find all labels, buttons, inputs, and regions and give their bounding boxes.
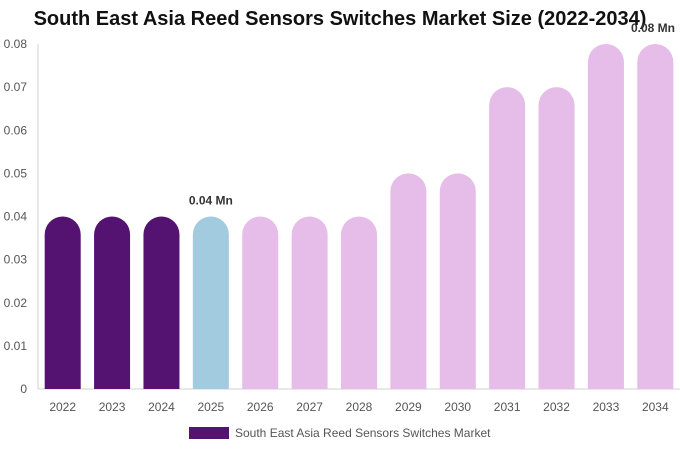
legend-label: South East Asia Reed Sensors Switches Ma… <box>235 426 491 440</box>
x-tick-label: 2028 <box>346 400 373 414</box>
y-tick-label: 0.04 <box>4 210 28 224</box>
y-tick-label: 0.08 <box>4 37 28 51</box>
y-tick-label: 0.01 <box>4 339 28 353</box>
bar-2031[interactable] <box>489 87 526 389</box>
x-tick-label: 2027 <box>296 400 323 414</box>
x-tick-label: 2033 <box>593 400 620 414</box>
x-tick-label: 2023 <box>99 400 126 414</box>
legend-swatch <box>189 427 229 439</box>
bar-2030[interactable] <box>439 173 476 389</box>
y-tick-label: 0.06 <box>4 123 28 137</box>
bar-2026[interactable] <box>242 216 279 390</box>
bar-2024[interactable] <box>143 216 180 390</box>
labels: 0.04 Mn 0.08 Mn <box>189 21 675 208</box>
bar-2027[interactable] <box>291 216 328 390</box>
x-tick-label: 2024 <box>148 400 175 414</box>
y-tick-label: 0.05 <box>4 166 28 180</box>
x-tick-label: 2032 <box>543 400 570 414</box>
legend[interactable]: South East Asia Reed Sensors Switches Ma… <box>189 425 490 441</box>
y-tick-label: 0.02 <box>4 296 28 310</box>
y-tick-label: 0.07 <box>4 80 28 94</box>
bar-2025[interactable] <box>192 216 229 390</box>
bar-2022[interactable] <box>44 216 81 390</box>
x-tick-label: 2025 <box>197 400 224 414</box>
axes: 0 0.01 0.02 0.03 0.04 0.05 0.06 0.07 0.08 2022 202… <box>4 37 680 414</box>
bars <box>44 44 674 390</box>
data-label-2025: 0.04 Mn <box>189 194 233 208</box>
bar-2028[interactable] <box>341 216 377 390</box>
x-tick-label: 2022 <box>49 400 76 414</box>
y-tick-label: 0 <box>20 382 27 396</box>
bar-2034[interactable] <box>637 44 674 389</box>
x-tick-label: 2026 <box>247 400 274 414</box>
x-tick-label: 2029 <box>395 400 422 414</box>
bar-2029[interactable] <box>390 173 427 389</box>
data-label-2034: 0.08 Mn <box>631 21 675 35</box>
x-tick-label: 2034 <box>642 400 669 414</box>
x-tick-label: 2031 <box>494 400 521 414</box>
bar-2033[interactable] <box>587 44 624 389</box>
chart-title: South East Asia Reed Sensors Switches Ma… <box>33 8 647 30</box>
y-tick-label: 0.03 <box>4 253 28 267</box>
bar-2032[interactable] <box>538 87 575 389</box>
bar-2023[interactable] <box>94 216 131 390</box>
x-tick-label: 2030 <box>444 400 471 414</box>
